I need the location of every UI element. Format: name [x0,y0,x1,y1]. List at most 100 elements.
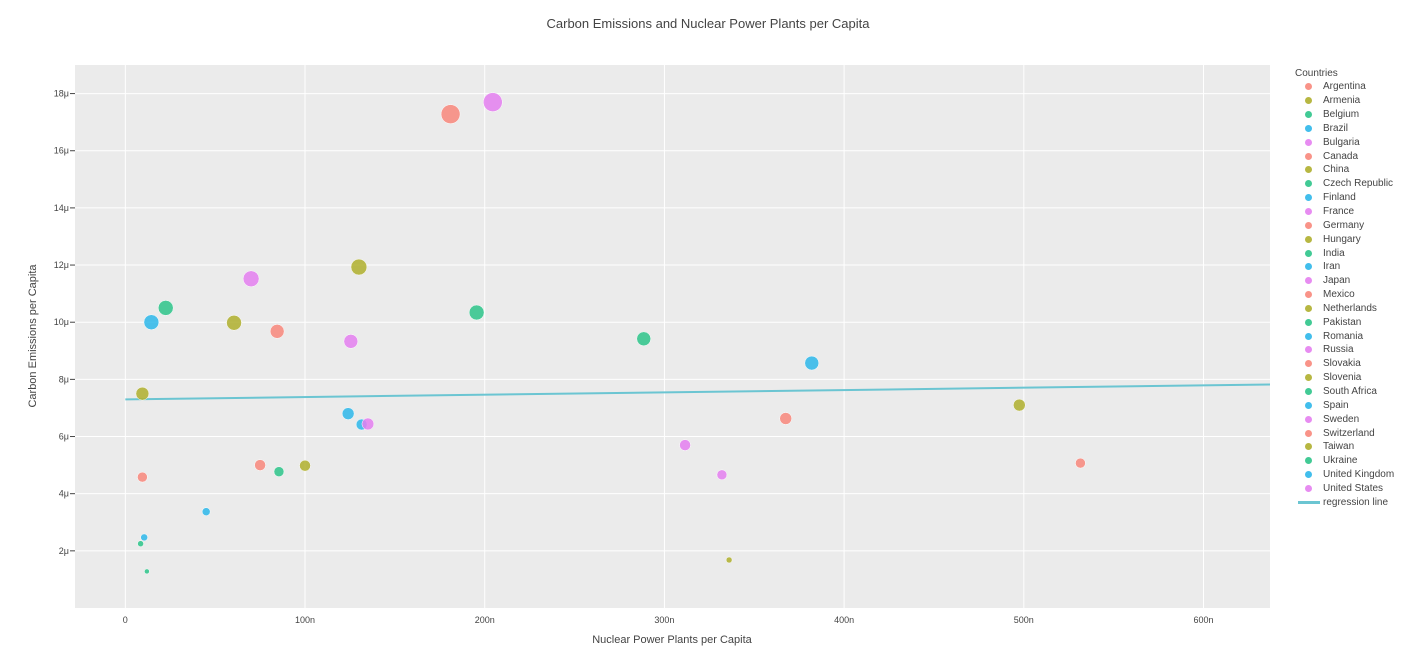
legend-label: India [1323,247,1345,259]
point-ukraine[interactable] [468,304,485,321]
point-netherlands[interactable] [226,315,242,331]
point-south-africa[interactable] [273,466,285,477]
legend-item-japan[interactable]: Japan [1295,274,1394,288]
legend-marker [1295,374,1322,382]
legend-marker [1295,291,1322,299]
legend-item-netherlands[interactable]: Netherlands [1295,302,1394,316]
legend-item-india[interactable]: India [1295,246,1394,260]
legend-dot-swatch [1305,471,1312,479]
x-tick-label: 200n [475,615,495,625]
legend-marker [1295,457,1322,465]
legend-marker [1295,304,1322,312]
point-sweden[interactable] [361,417,375,431]
point-france[interactable] [716,469,728,481]
point-czech-republic[interactable] [157,300,174,316]
point-slovenia[interactable] [1013,398,1026,412]
legend-marker [1295,208,1322,216]
legend-item-belgium[interactable]: Belgium [1295,108,1394,122]
point-taiwan[interactable] [350,258,368,276]
legend-item-slovakia[interactable]: Slovakia [1295,357,1394,371]
point-germany[interactable] [254,459,266,471]
legend-line-swatch [1297,500,1320,504]
legend-dot-swatch [1305,208,1312,216]
point-switzerland[interactable] [440,104,461,124]
legend-label: Switzerland [1323,427,1375,439]
legend-item-brazil[interactable]: Brazil [1295,122,1394,136]
point-mexico[interactable] [1075,457,1086,469]
legend-label: Armenia [1323,95,1361,107]
legend-item-spain[interactable]: Spain [1295,398,1394,412]
legend-marker [1295,387,1322,395]
legend-dot-swatch [1305,374,1312,382]
point-japan[interactable] [242,270,260,288]
legend-dot-swatch [1305,332,1312,340]
point-belgium[interactable] [636,331,651,347]
point-pakistan[interactable] [144,568,150,575]
legend-item-finland[interactable]: Finland [1295,191,1394,205]
legend-label: Sweden [1323,413,1360,425]
legend-item-bulgaria[interactable]: Bulgaria [1295,135,1394,149]
legend-marker [1295,194,1322,202]
point-iran[interactable] [201,507,211,516]
legend-item-slovenia[interactable]: Slovenia [1295,371,1394,385]
legend-item-france[interactable]: France [1295,205,1394,219]
legend-item-united-states[interactable]: United States [1295,481,1394,495]
legend-dot-swatch [1305,235,1312,243]
legend-item-iran[interactable]: Iran [1295,260,1394,274]
point-united-kingdom[interactable] [143,314,160,330]
legend-item-czech-republic[interactable]: Czech Republic [1295,177,1394,191]
legend-label: Germany [1323,219,1365,231]
point-argentina[interactable] [137,471,148,483]
point-united-states[interactable] [483,92,503,112]
legend-marker [1295,180,1322,188]
legend-label: United Kingdom [1323,469,1395,481]
point-brazil[interactable] [140,533,148,542]
point-canada[interactable] [779,412,792,425]
legend-marker [1295,263,1322,271]
point-hungary[interactable] [299,459,311,472]
legend-label: Slovakia [1323,358,1361,370]
legend-dot-swatch [1305,97,1312,105]
legend-item-russia[interactable]: Russia [1295,343,1394,357]
legend-label: France [1323,206,1355,218]
point-bulgaria[interactable] [679,439,691,451]
legend-item-ukraine[interactable]: Ukraine [1295,454,1394,468]
point-finland[interactable] [804,355,820,371]
point-russia[interactable] [343,334,359,349]
legend-label: Brazil [1323,122,1349,134]
legend-item-taiwan[interactable]: Taiwan [1295,440,1394,454]
legend: Countries Argentina Armenia Belgium Brazil B… [1295,67,1394,509]
y-tick-label: 12μ [54,260,69,270]
point-china[interactable] [135,386,150,401]
legend-item-south-africa[interactable]: South Africa [1295,385,1394,399]
legend-item-switzerland[interactable]: Switzerland [1295,426,1394,440]
legend-item-argentina[interactable]: Argentina [1295,80,1394,94]
legend-label: regression line [1323,496,1389,508]
point-india[interactable] [137,540,144,547]
point-armenia[interactable] [725,556,733,564]
legend-dot-swatch [1305,387,1312,395]
legend-item-sweden[interactable]: Sweden [1295,412,1394,426]
legend-dot-swatch [1305,277,1312,285]
legend-marker [1295,97,1322,105]
legend-item-mexico[interactable]: Mexico [1295,288,1394,302]
point-romania[interactable] [341,407,355,420]
legend-item-regression-line[interactable]: regression line [1295,495,1394,509]
legend-dot-swatch [1305,263,1312,271]
legend-label: Romania [1323,330,1364,342]
legend-dot-swatch [1305,138,1312,146]
legend-item-china[interactable]: China [1295,163,1394,177]
legend-item-united-kingdom[interactable]: United Kingdom [1295,468,1394,482]
legend-dot-swatch [1305,124,1312,132]
legend-item-germany[interactable]: Germany [1295,218,1394,232]
legend-item-canada[interactable]: Canada [1295,149,1394,163]
legend-item-pakistan[interactable]: Pakistan [1295,315,1394,329]
point-slovakia[interactable] [269,324,285,339]
legend-item-armenia[interactable]: Armenia [1295,94,1394,108]
legend-item-hungary[interactable]: Hungary [1295,232,1394,246]
y-tick-label: 2μ [59,546,69,556]
y-tick-label: 16μ [54,146,69,156]
x-tick-label: 300n [654,615,674,625]
legend-item-romania[interactable]: Romania [1295,329,1394,343]
